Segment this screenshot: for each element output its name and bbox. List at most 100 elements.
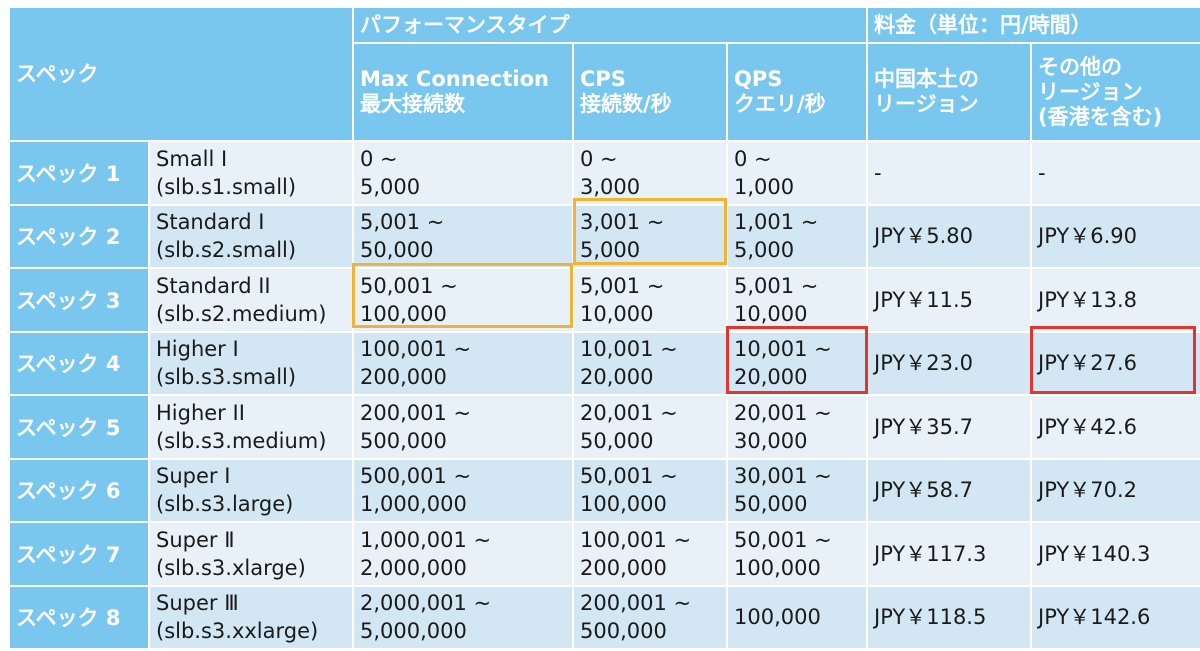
spec-label-cell: スペック 2 [8,203,150,269]
instance-name-cell: Super Ⅲ (slb.s3.xxlarge) [148,584,354,650]
other-region-note: (香港を含む) [1038,104,1163,129]
range-to: 500,000 [580,619,667,644]
price-header: 料金（単位：円/時間） [865,6,1200,44]
qps-cell: 10,001 ~ 20,000 [726,330,868,396]
range-from: 2,000,001 ~ [360,591,492,616]
mainland-sublabel: リージョン [874,92,979,116]
qps-label: QPS [734,67,783,91]
max-connection-header: Max Connection 最大接続数 [352,42,574,142]
instance-name: Standard II [156,273,271,298]
range-from: 30,001 ~ [734,464,832,489]
cps-cell: 50,001 ~ 100,000 [572,457,728,523]
instance-type: (slb.s3.large) [156,492,294,517]
table-row: スペック 5 Higher II (slb.s3.medium) 200,001 … [8,394,1200,460]
instance-name: Higher I [156,337,239,362]
cps-cell: 3,001 ~ 5,000 [572,203,728,269]
range-from: 0 ~ [734,146,772,171]
mainland-price-cell: - [866,140,1032,206]
mainland-price-cell: JPY￥5.80 [866,203,1032,269]
spec-label-cell: スペック 1 [8,140,150,206]
qps-cell: 1,001 ~ 5,000 [726,203,868,269]
spec-label-cell: スペック 3 [8,267,150,333]
spec-label-cell: スペック 8 [8,584,150,650]
table-row: スペック 7 Super Ⅱ (slb.s3.xlarge) 1,000,001 … [8,521,1200,587]
other-region-price-cell: JPY￥142.6 [1029,584,1200,650]
instance-type: (slb.s3.xxlarge) [156,619,319,644]
spec-label-cell: スペック 4 [8,330,150,396]
spec-table: スペック パフォーマンスタイプ 料金（単位：円/時間） Max Connecti… [8,6,1200,650]
max-connection-cell: 200,001 ~ 500,000 [352,394,574,460]
instance-type: (slb.s3.small) [156,365,297,390]
table-row: スペック 6 Super I (slb.s3.large) 500,001 ~ 1,… [8,457,1200,523]
instance-type: (slb.s3.medium) [156,428,327,453]
range-to: 5,000,000 [360,619,467,644]
qps-cell: 20,001 ~ 30,000 [726,394,868,460]
max-connection-cell: 100,001 ~ 200,000 [352,330,574,396]
range-to: 1,000 [734,174,795,199]
range-from: 100,001 ~ [360,337,472,362]
range-to: 20,000 [734,365,808,390]
instance-name-cell: Standard II (slb.s2.medium) [148,267,354,333]
instance-type: (slb.s2.small) [156,238,297,263]
max-connection-cell: 50,001 ~ 100,000 [352,267,574,333]
other-region-price-header: その他の リージョン (香港を含む) [1029,42,1200,142]
range-from: 50,001 ~ [580,464,678,489]
mainland-price-header: 中国本土の リージョン [866,42,1032,142]
instance-name: Super I [156,464,231,489]
range-from: 5,001 ~ [360,210,445,235]
instance-name-cell: Super Ⅱ (slb.s3.xlarge) [148,521,354,587]
range-from: 20,001 ~ [580,400,678,425]
range-from: 3,001 ~ [580,210,665,235]
range-to: 100,000 [580,492,667,517]
range-to: 100,000 [360,301,447,326]
qps-cell: 0 ~ 1,000 [726,140,868,206]
cps-label: CPS [580,67,626,91]
cps-cell: 5,001 ~ 10,000 [572,267,728,333]
instance-type: (slb.s1.small) [156,174,297,199]
instance-name: Standard I [156,210,265,235]
cps-cell: 20,001 ~ 50,000 [572,394,728,460]
cps-cell: 200,001 ~ 500,000 [572,584,728,650]
max-connection-cell: 0 ~ 5,000 [352,140,574,206]
instance-name-cell: Small I (slb.s1.small) [148,140,354,206]
range-to: 5,000 [580,238,641,263]
cps-cell: 10,001 ~ 20,000 [572,330,728,396]
qps-header: QPS クエリ/秒 [726,42,868,142]
table-row: スペック 4 Higher I (slb.s3.small) 100,001 ~ 2… [8,330,1200,396]
instance-type: (slb.s2.medium) [156,301,327,326]
other-region-price-cell: JPY￥27.6 [1029,330,1200,396]
price-unit-label: 料金（単位：円/時間） [874,12,1092,37]
range-to: 200,000 [360,365,447,390]
spec-label-cell: スペック 5 [8,394,150,460]
table-row: スペック 3 Standard II (slb.s2.medium) 50,001… [8,267,1200,333]
instance-name: Small I [156,146,228,171]
max-connection-cell: 500,001 ~ 1,000,000 [352,457,574,523]
max-connection-label: Max Connection [360,67,549,91]
range-from: 10,001 ~ [734,337,832,362]
range-from: 200,001 ~ [580,591,692,616]
range-to: 2,000,000 [360,555,467,580]
qps-cell: 30,001 ~ 50,000 [726,457,868,523]
range-to: 50,000 [734,492,808,517]
instance-name-cell: Super I (slb.s3.large) [148,457,354,523]
table-row: スペック 1 Small I (slb.s1.small) 0 ~ 5,000 0 … [8,140,1200,206]
range-to: 10,000 [580,301,654,326]
max-connection-cell: 5,001 ~ 50,000 [352,203,574,269]
range-from: 50,001 ~ [734,527,832,552]
range-from: 500,001 ~ [360,464,472,489]
other-region-price-cell: - [1029,140,1200,206]
range-from: 5,001 ~ [580,273,665,298]
instance-type: (slb.s3.xlarge) [156,555,306,580]
range-to: 30,000 [734,428,808,453]
max-connection-cell: 2,000,001 ~ 5,000,000 [352,584,574,650]
other-region-price-cell: JPY￥13.8 [1029,267,1200,333]
range-from: 50,001 ~ [360,273,458,298]
performance-type-label: パフォーマンスタイプ [360,12,570,37]
mainland-price-cell: JPY￥58.7 [866,457,1032,523]
instance-name-cell: Higher I (slb.s3.small) [148,330,354,396]
range-from: 1,001 ~ [734,210,819,235]
qps-sublabel: クエリ/秒 [734,92,826,116]
qps-cell: 50,001 ~ 100,000 [726,521,868,587]
range-from: 200,001 ~ [360,400,472,425]
table-row: スペック 8 Super Ⅲ (slb.s3.xxlarge) 2,000,001… [8,584,1200,650]
